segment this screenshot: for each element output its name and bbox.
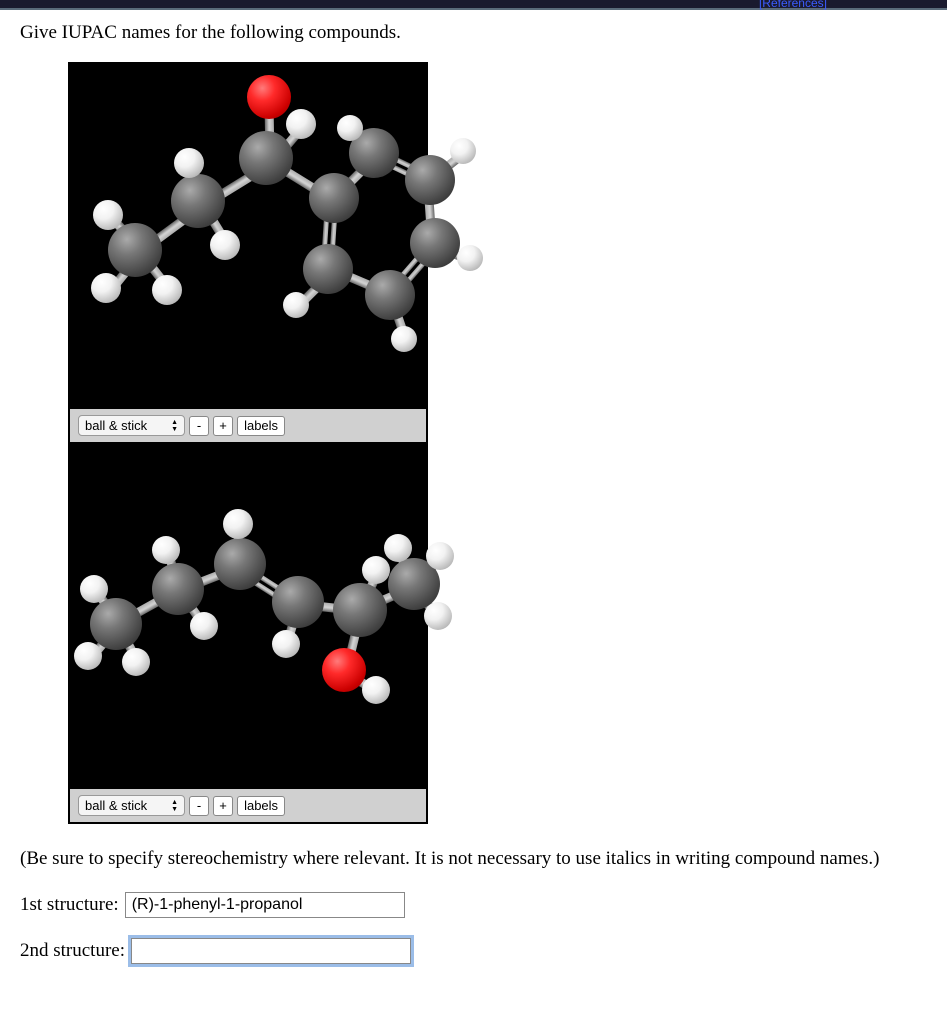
atom-h <box>223 509 253 539</box>
answer-label-2: 2nd structure: <box>20 940 125 962</box>
molecule-viewer-2[interactable] <box>70 444 426 789</box>
atom-c <box>365 270 415 320</box>
style-select[interactable]: ball & stick ▲▼ <box>78 795 185 816</box>
atom-h <box>426 542 454 570</box>
atom-c <box>333 583 387 637</box>
atom-h <box>272 630 300 658</box>
select-arrows-icon: ▲▼ <box>171 419 178 433</box>
labels-button[interactable]: labels <box>237 796 285 816</box>
molecule-panel-2: ball & stick ▲▼ - + labels <box>68 442 428 824</box>
answer-input-2[interactable] <box>131 938 411 964</box>
style-select-value: ball & stick <box>85 418 147 433</box>
atom-c <box>214 538 266 590</box>
atom-h <box>190 612 218 640</box>
atom-h <box>457 245 483 271</box>
atom-h <box>283 292 309 318</box>
answer-row-2: 2nd structure: <box>20 938 927 964</box>
atom-h <box>337 115 363 141</box>
question-prompt: Give IUPAC names for the following compo… <box>20 22 927 44</box>
zoom-in-button[interactable]: + <box>213 796 233 816</box>
atom-c <box>272 576 324 628</box>
atom-h <box>122 648 150 676</box>
atom-c <box>410 218 460 268</box>
topbar: [References] <box>0 0 947 8</box>
atom-h <box>362 556 390 584</box>
atom-h <box>152 275 182 305</box>
atom-h <box>74 642 102 670</box>
molecule-controls-2: ball & stick ▲▼ - + labels <box>70 789 426 822</box>
atom-h <box>80 575 108 603</box>
molecule-controls-1: ball & stick ▲▼ - + labels <box>70 409 426 442</box>
zoom-out-button[interactable]: - <box>189 796 209 816</box>
atom-c <box>309 173 359 223</box>
atom-h <box>174 148 204 178</box>
labels-button[interactable]: labels <box>237 416 285 436</box>
molecule-panel-1: ball & stick ▲▼ - + labels <box>68 62 428 444</box>
atom-h <box>424 602 452 630</box>
atom-h <box>91 273 121 303</box>
zoom-in-button[interactable]: + <box>213 416 233 436</box>
atom-c <box>90 598 142 650</box>
select-arrows-icon: ▲▼ <box>171 799 178 813</box>
answer-row-1: 1st structure: <box>20 892 927 918</box>
atom-h <box>362 676 390 704</box>
style-select-value: ball & stick <box>85 798 147 813</box>
atom-h <box>93 200 123 230</box>
atom-o <box>322 648 366 692</box>
atom-h <box>210 230 240 260</box>
atom-h <box>152 536 180 564</box>
atom-o <box>247 75 291 119</box>
answer-input-1[interactable] <box>125 892 405 918</box>
atom-h <box>391 326 417 352</box>
atom-c <box>303 244 353 294</box>
molecule-viewer-1[interactable] <box>70 64 426 409</box>
atom-h <box>286 109 316 139</box>
atom-c <box>171 174 225 228</box>
atom-c <box>108 223 162 277</box>
zoom-out-button[interactable]: - <box>189 416 209 436</box>
note-text: (Be sure to specify stereochemistry wher… <box>20 848 927 870</box>
style-select[interactable]: ball & stick ▲▼ <box>78 415 185 436</box>
atom-h <box>384 534 412 562</box>
references-link[interactable]: [References] <box>759 0 827 10</box>
atom-c <box>239 131 293 185</box>
atom-c <box>405 155 455 205</box>
atom-c <box>152 563 204 615</box>
atom-h <box>450 138 476 164</box>
answer-label-1: 1st structure: <box>20 894 119 916</box>
